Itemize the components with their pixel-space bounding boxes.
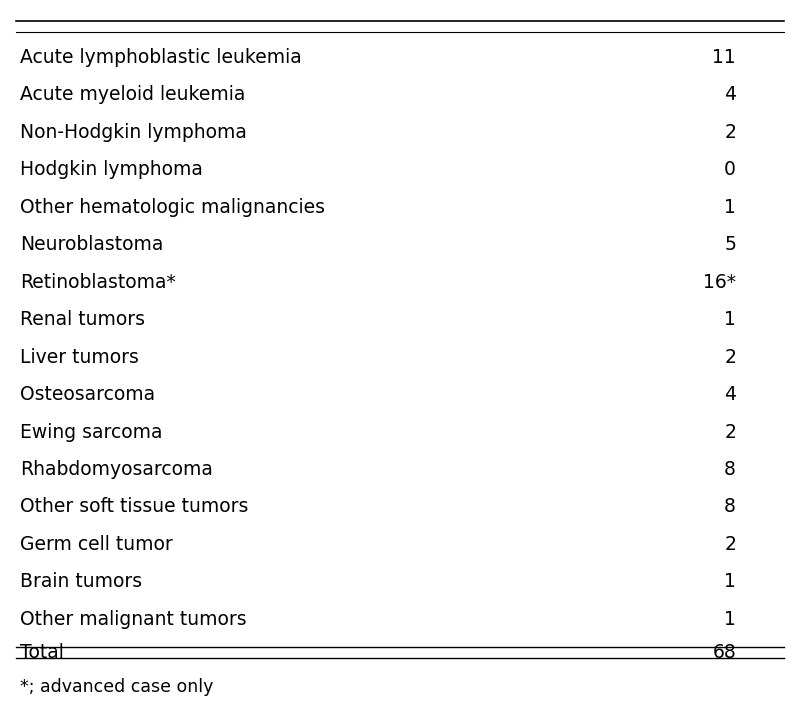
Text: 1: 1 xyxy=(724,610,736,629)
Text: 0: 0 xyxy=(724,160,736,179)
Text: 5: 5 xyxy=(724,235,736,255)
Text: Non-Hodgkin lymphoma: Non-Hodgkin lymphoma xyxy=(20,123,247,142)
Text: Liver tumors: Liver tumors xyxy=(20,348,139,367)
Text: 2: 2 xyxy=(724,348,736,367)
Text: Retinoblastoma*: Retinoblastoma* xyxy=(20,273,176,292)
Text: Germ cell tumor: Germ cell tumor xyxy=(20,535,173,554)
Text: 1: 1 xyxy=(724,572,736,591)
Text: Rhabdomyosarcoma: Rhabdomyosarcoma xyxy=(20,460,213,479)
Text: Other hematologic malignancies: Other hematologic malignancies xyxy=(20,198,325,217)
Text: 4: 4 xyxy=(724,85,736,104)
Text: Brain tumors: Brain tumors xyxy=(20,572,142,591)
Text: 8: 8 xyxy=(724,498,736,517)
Text: 1: 1 xyxy=(724,310,736,329)
Text: Total: Total xyxy=(20,643,64,662)
Text: 11: 11 xyxy=(712,48,736,67)
Text: Renal tumors: Renal tumors xyxy=(20,310,145,329)
Text: Ewing sarcoma: Ewing sarcoma xyxy=(20,422,162,441)
Text: Acute lymphoblastic leukemia: Acute lymphoblastic leukemia xyxy=(20,48,302,67)
Text: 68: 68 xyxy=(712,643,736,662)
Text: 1: 1 xyxy=(724,198,736,217)
Text: 16*: 16* xyxy=(703,273,736,292)
Text: 2: 2 xyxy=(724,535,736,554)
Text: 2: 2 xyxy=(724,123,736,142)
Text: 8: 8 xyxy=(724,460,736,479)
Text: 4: 4 xyxy=(724,385,736,404)
Text: Hodgkin lymphoma: Hodgkin lymphoma xyxy=(20,160,203,179)
Text: Neuroblastoma: Neuroblastoma xyxy=(20,235,163,255)
Text: *; advanced case only: *; advanced case only xyxy=(20,678,214,697)
Text: Other malignant tumors: Other malignant tumors xyxy=(20,610,246,629)
Text: Acute myeloid leukemia: Acute myeloid leukemia xyxy=(20,85,246,104)
Text: Osteosarcoma: Osteosarcoma xyxy=(20,385,155,404)
Text: Other soft tissue tumors: Other soft tissue tumors xyxy=(20,498,248,517)
Text: 2: 2 xyxy=(724,422,736,441)
